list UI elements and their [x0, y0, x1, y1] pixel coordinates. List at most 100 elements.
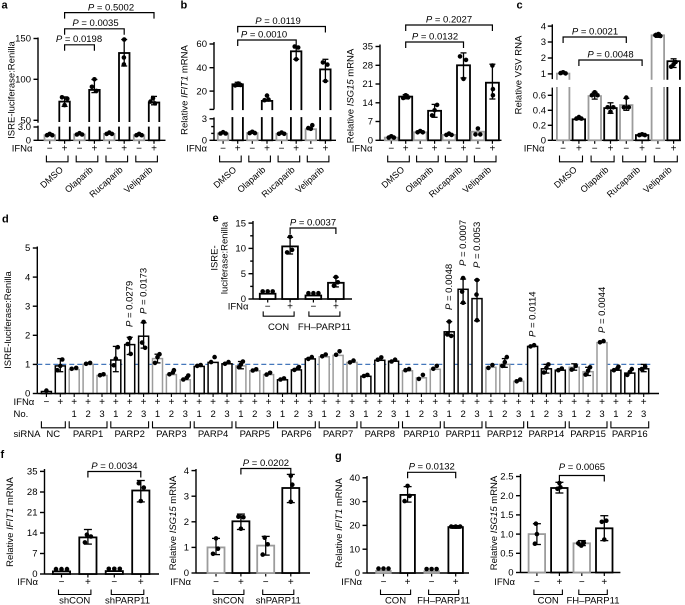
svg-text:−: −	[623, 143, 629, 154]
svg-text:IFNα: IFNα	[12, 143, 33, 154]
svg-text:2: 2	[377, 409, 382, 420]
svg-text:3: 3	[391, 409, 396, 420]
svg-text:+: +	[474, 397, 480, 408]
svg-text:+: +	[210, 397, 216, 408]
svg-text:−: −	[655, 143, 661, 154]
svg-text:3: 3	[183, 409, 188, 420]
svg-text:3: 3	[599, 409, 604, 420]
svg-text:+: +	[91, 143, 97, 154]
svg-text:IFNα: IFNα	[352, 143, 373, 154]
svg-text:2: 2	[184, 517, 189, 528]
svg-text:+: +	[405, 577, 411, 588]
svg-text:+: +	[641, 397, 647, 408]
svg-text:0.2: 0.2	[533, 121, 546, 132]
svg-text:Relative ISG15 mRNA: Relative ISG15 mRNA	[168, 475, 179, 570]
svg-text:+: +	[543, 397, 549, 408]
svg-text:Relative ISG15 mRNA: Relative ISG15 mRNA	[346, 48, 357, 143]
svg-text:+: +	[556, 577, 562, 588]
svg-text:1: 1	[197, 409, 202, 420]
svg-text:1: 1	[184, 543, 189, 554]
svg-text:e: e	[213, 213, 219, 225]
svg-text:+: +	[85, 397, 91, 408]
svg-text:0: 0	[508, 568, 513, 579]
svg-text:3: 3	[516, 409, 521, 420]
svg-text:ISRE-luciferase:Renilla: ISRE-luciferase:Renilla	[6, 40, 17, 138]
svg-text:2: 2	[210, 409, 215, 420]
svg-text:20: 20	[349, 521, 360, 532]
svg-text:P = 0.0065: P = 0.0065	[559, 462, 605, 473]
svg-text:3: 3	[308, 409, 313, 420]
svg-text:35: 35	[27, 467, 38, 478]
svg-text:P = 0.0173: P = 0.0173	[139, 268, 150, 314]
svg-text:−: −	[59, 577, 65, 588]
svg-text:+: +	[377, 397, 383, 408]
svg-text:+: +	[453, 577, 459, 588]
svg-text:2: 2	[252, 409, 257, 420]
svg-text:+: +	[460, 397, 466, 408]
svg-text:CON: CON	[538, 596, 559, 605]
svg-text:+: +	[601, 577, 607, 588]
svg-text:5: 5	[25, 243, 30, 254]
svg-text:1.5: 1.5	[500, 510, 513, 521]
svg-text:−: −	[475, 143, 481, 154]
svg-text:2: 2	[460, 409, 465, 420]
svg-text:+: +	[576, 143, 582, 154]
svg-text:35: 35	[362, 42, 373, 53]
svg-text:0: 0	[541, 136, 546, 147]
svg-text:0.6: 0.6	[533, 91, 546, 102]
svg-text:+: +	[349, 397, 355, 408]
svg-text:7: 7	[368, 117, 373, 128]
svg-text:P = 0.0132: P = 0.0132	[409, 462, 455, 473]
svg-text:1: 1	[488, 409, 493, 420]
svg-text:1: 1	[25, 360, 30, 371]
svg-text:1: 1	[405, 409, 410, 420]
svg-text:b: b	[181, 0, 188, 12]
svg-text:+: +	[85, 577, 91, 588]
svg-text:2.0: 2.0	[500, 491, 513, 502]
svg-text:4: 4	[184, 466, 189, 477]
svg-text:+: +	[62, 143, 68, 154]
svg-text:+: +	[235, 143, 241, 154]
svg-text:40: 40	[196, 63, 207, 74]
svg-text:3: 3	[202, 114, 207, 125]
svg-text:+: +	[530, 397, 536, 408]
svg-text:PARP1: PARP1	[73, 429, 103, 440]
svg-text:Relative IFIT1 mRNA: Relative IFIT1 mRNA	[334, 477, 345, 567]
svg-text:+: +	[627, 397, 633, 408]
svg-text:21: 21	[27, 508, 38, 519]
svg-text:1: 1	[447, 409, 452, 420]
svg-text:+: +	[671, 143, 677, 154]
svg-text:+: +	[432, 143, 438, 154]
svg-text:4: 4	[25, 272, 30, 283]
svg-text:+: +	[141, 397, 147, 408]
svg-text:Relative IFIT1 mRNA: Relative IFIT1 mRNA	[5, 476, 16, 566]
svg-text:IFNα: IFNα	[170, 577, 191, 588]
svg-text:3: 3	[184, 491, 189, 502]
svg-text:4: 4	[541, 21, 546, 32]
svg-text:1: 1	[613, 409, 618, 420]
svg-text:2: 2	[585, 409, 590, 420]
svg-text:1: 1	[155, 409, 160, 420]
svg-text:2: 2	[335, 409, 340, 420]
svg-text:2: 2	[627, 409, 632, 420]
svg-text:P = 0.0010: P = 0.0010	[241, 29, 287, 40]
svg-text:1: 1	[280, 409, 285, 420]
svg-text:+: +	[557, 397, 563, 408]
svg-text:2: 2	[25, 331, 30, 342]
svg-text:+: +	[266, 397, 272, 408]
svg-text:−: −	[265, 302, 271, 313]
svg-text:+: +	[280, 397, 286, 408]
svg-text:luciferase:Renilla: luciferase:Renilla	[220, 221, 231, 294]
svg-text:−: −	[279, 143, 285, 154]
svg-text:+: +	[418, 397, 424, 408]
svg-text:P = 0.0048: P = 0.0048	[444, 264, 455, 310]
svg-text:0: 0	[202, 136, 207, 147]
svg-text:30: 30	[349, 497, 360, 508]
svg-text:3: 3	[641, 409, 646, 420]
svg-text:−: −	[429, 577, 435, 588]
svg-text:−: −	[579, 577, 585, 588]
svg-text:PARP3: PARP3	[156, 429, 186, 440]
svg-text:2: 2	[294, 409, 299, 420]
svg-text:PARP15: PARP15	[570, 429, 606, 440]
svg-text:−: −	[534, 577, 540, 588]
